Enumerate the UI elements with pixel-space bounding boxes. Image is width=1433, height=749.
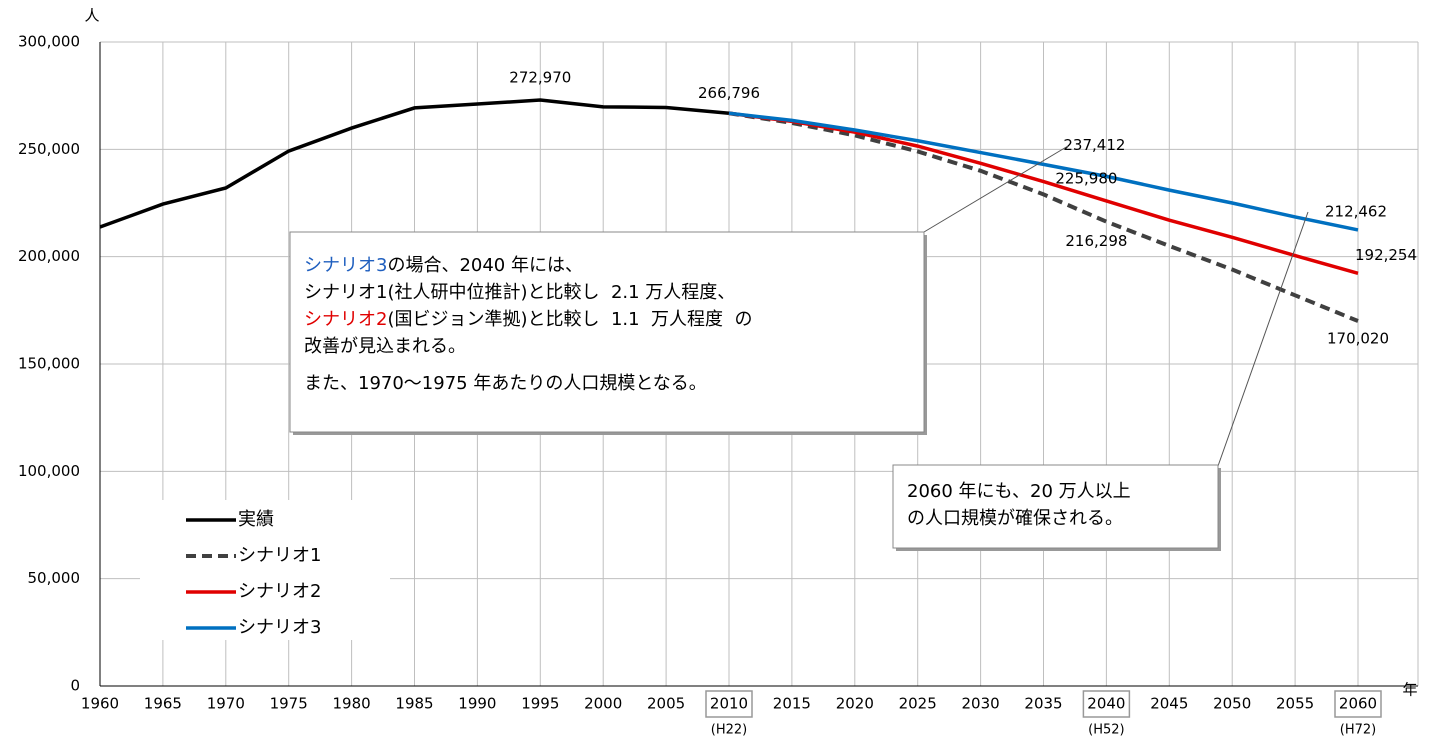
callout-text: また、1970～1975 年あたりの人口規模となる。 — [304, 373, 707, 394]
y-tick-label: 200,000 — [18, 247, 80, 265]
callout-run: の場合、2040 年には、 — [387, 255, 583, 276]
y-tick-label: 0 — [70, 677, 80, 695]
era-label: (H52) — [1088, 723, 1124, 738]
series-line — [728, 111, 1359, 232]
y-tick-label: 300,000 — [18, 33, 80, 51]
y-tick-label: 50,000 — [28, 569, 81, 587]
callout-run: 改善が見込まれる。 — [304, 336, 466, 357]
legend-label: 実績 — [238, 509, 274, 530]
data-label: 272,970 — [509, 69, 571, 87]
x-tick-label: 2055 — [1276, 695, 1314, 713]
x-tick-label: 1995 — [521, 695, 559, 713]
x-tick-label: 2060 — [1339, 695, 1377, 713]
x-tick-label: 2030 — [962, 695, 1000, 713]
year-box — [1082, 690, 1131, 718]
data-label: 170,020 — [1327, 330, 1389, 348]
x-tick-label: 2000 — [584, 695, 622, 713]
leader-line — [1217, 211, 1309, 467]
data-label: 216,298 — [1065, 232, 1127, 250]
x-tick-label: 1960 — [81, 695, 119, 713]
x-tick-label: 1990 — [458, 695, 496, 713]
callout-run: (国ビジョン準拠)と比較し 1.1 万人程度 の — [387, 309, 752, 330]
callout-run: シナリオ1(社人研中位推計)と比較し 2.1 万人程度、 — [304, 282, 735, 303]
x-tick-label: 1985 — [395, 695, 433, 713]
y-tick-label: 100,000 — [18, 462, 80, 480]
series-line — [728, 111, 1359, 275]
leader-line — [923, 145, 1069, 233]
callout-run: シナリオ3 — [304, 255, 387, 276]
callout-text: シナリオ3の場合、2040 年には、 — [304, 255, 583, 276]
series-line — [99, 98, 730, 229]
legend-label: シナリオ2 — [238, 581, 321, 602]
y-tick-label: 250,000 — [18, 140, 80, 158]
callout-run: シナリオ2 — [304, 309, 387, 330]
x-tick-label: 2005 — [647, 695, 685, 713]
x-tick-label: 2025 — [899, 695, 937, 713]
x-tick-label: 1980 — [333, 695, 371, 713]
x-tick-label: 2010 — [710, 695, 748, 713]
data-label: 266,796 — [698, 84, 760, 102]
series-line — [728, 111, 1359, 323]
legend-label: シナリオ3 — [238, 617, 321, 638]
x-tick-label: 2050 — [1213, 695, 1251, 713]
x-tick-label: 2020 — [836, 695, 874, 713]
callout-run: 2060 年にも、20 万人以上 — [907, 481, 1131, 502]
x-tick-label: 1965 — [144, 695, 182, 713]
callout-text: 2060 年にも、20 万人以上 — [907, 481, 1131, 502]
callout-text: 改善が見込まれる。 — [304, 336, 466, 357]
callout-box — [892, 464, 1219, 549]
callout-text: シナリオ2(国ビジョン準拠)と比較し 1.1 万人程度 の — [304, 309, 752, 330]
x-unit: 年 — [1402, 681, 1417, 699]
data-label: 237,412 — [1063, 136, 1125, 154]
x-tick-label: 2045 — [1150, 695, 1188, 713]
callout-text: シナリオ1(社人研中位推計)と比較し 2.1 万人程度、 — [304, 282, 735, 303]
legend-bg — [140, 500, 390, 640]
era-label: (H72) — [1340, 723, 1376, 738]
y-unit: 人 — [84, 7, 99, 25]
x-tick-label: 2035 — [1024, 695, 1062, 713]
x-tick-label: 1975 — [270, 695, 308, 713]
era-label: (H22) — [711, 723, 747, 738]
callout-run: の人口規模が確保される。 — [907, 508, 1123, 529]
x-tick-label: 2040 — [1087, 695, 1125, 713]
y-tick-label: 150,000 — [18, 355, 80, 373]
data-label: 212,462 — [1325, 202, 1387, 220]
data-label: 192,254 — [1355, 246, 1417, 264]
callout-text: の人口規模が確保される。 — [907, 508, 1123, 529]
data-label: 225,980 — [1055, 169, 1117, 187]
year-box — [1334, 690, 1382, 718]
x-tick-label: 2015 — [773, 695, 811, 713]
callout-run: また、1970～1975 年あたりの人口規模となる。 — [304, 373, 707, 394]
callout-box — [289, 231, 925, 433]
legend-label: シナリオ1 — [238, 545, 321, 566]
x-tick-label: 1970 — [207, 695, 245, 713]
year-box — [705, 690, 753, 718]
